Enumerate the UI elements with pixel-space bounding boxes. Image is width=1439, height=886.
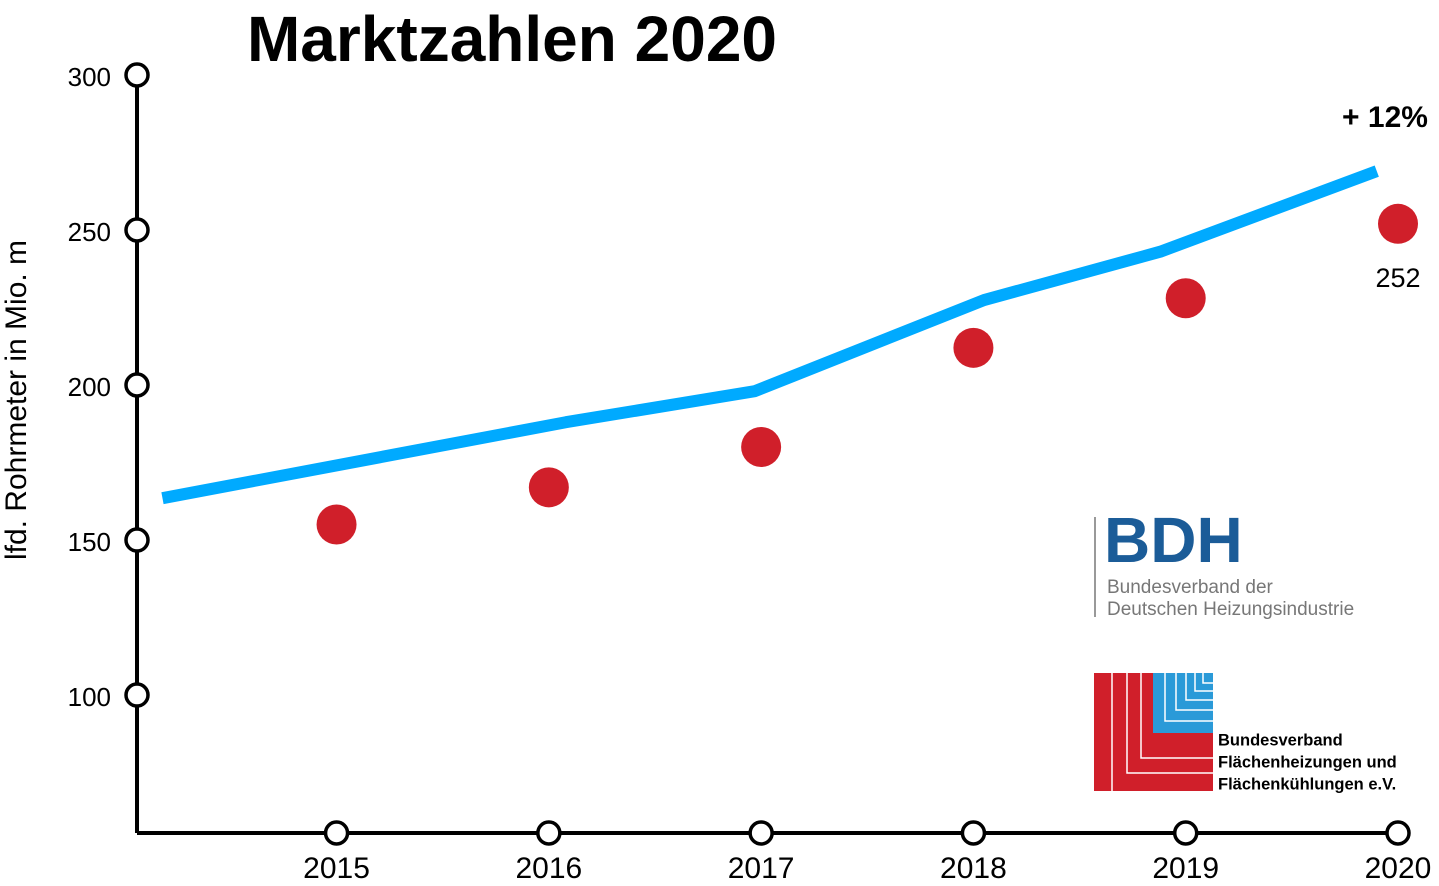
value-label: 252 — [1375, 263, 1420, 293]
logo-block — [1153, 673, 1213, 733]
x-tick — [960, 820, 987, 846]
x-tick — [1385, 820, 1411, 846]
x-tick-label: 2020 — [1365, 852, 1432, 885]
x-tick — [323, 820, 350, 846]
logo-text: Deutschen Heizungsindustrie — [1107, 599, 1354, 620]
logo-text: Flächenheizungen und — [1218, 753, 1397, 771]
y-tick — [124, 682, 150, 708]
logo-text: Bundesverband — [1218, 731, 1343, 749]
y-tick-label: 250 — [68, 217, 111, 247]
annotation: + 12% — [1342, 101, 1428, 134]
y-tick-label: 150 — [68, 527, 111, 557]
x-tick-label: 2018 — [940, 852, 1007, 885]
logo-title: BDH — [1104, 504, 1243, 576]
logo-text: Flächenkühlungen e.V. — [1218, 775, 1396, 793]
bdh-logo: BDH Bundesverband der Deutschen Heizungs… — [1094, 504, 1354, 620]
x-tick-label: 2015 — [303, 852, 370, 885]
logo-lines — [1164, 673, 1213, 722]
trend-line — [161, 165, 1379, 505]
y-tick-label: 100 — [68, 682, 111, 712]
chart-title: Marktzahlen 2020 — [247, 3, 777, 75]
data-point — [1378, 203, 1418, 244]
x-tick — [536, 820, 562, 846]
x-tick-label: 2019 — [1152, 852, 1219, 885]
y-tick-label: 300 — [68, 62, 111, 92]
y-tick — [124, 217, 150, 243]
y-axis-label: lfd. Rohrmeter in Mio. m — [0, 240, 33, 560]
data-point — [1165, 278, 1206, 319]
y-tick — [124, 372, 150, 398]
logo-text: Bundesverband der — [1107, 577, 1274, 598]
data-point — [953, 327, 994, 368]
x-tick-label: 2017 — [728, 852, 795, 885]
x-tick-label: 2016 — [515, 852, 582, 885]
x-tick — [1172, 820, 1199, 846]
y-tick — [124, 62, 150, 88]
flh-logo: Bundesverband Flächenheizungen und Fläch… — [1094, 673, 1397, 793]
logo-lines — [1111, 673, 1213, 791]
y-tick — [124, 527, 150, 553]
data-point — [316, 504, 357, 545]
data-point — [528, 467, 569, 508]
x-tick — [748, 820, 774, 846]
data-point — [741, 427, 782, 468]
y-tick-label: 200 — [68, 372, 111, 402]
